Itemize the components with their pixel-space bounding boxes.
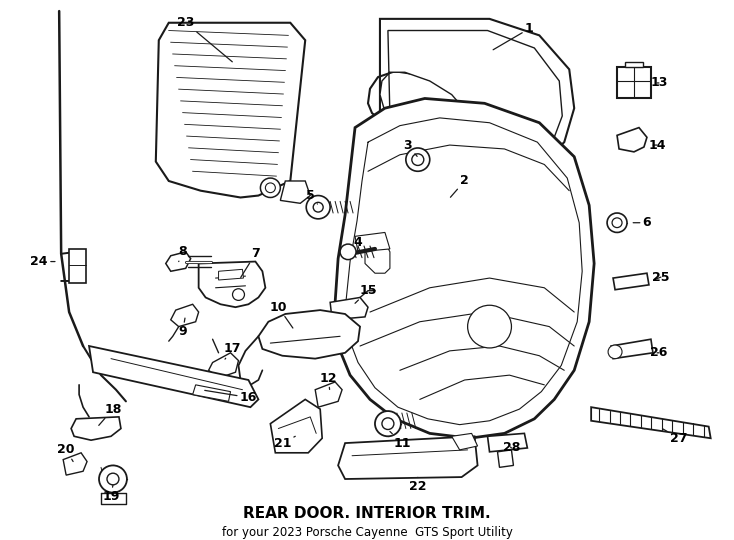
Polygon shape (355, 232, 390, 252)
Text: 22: 22 (409, 477, 426, 493)
Polygon shape (270, 400, 322, 453)
Polygon shape (219, 269, 244, 280)
Polygon shape (613, 273, 649, 290)
Polygon shape (625, 62, 643, 68)
Text: 6: 6 (633, 216, 651, 229)
Polygon shape (89, 346, 258, 407)
Text: 1: 1 (493, 22, 534, 50)
Circle shape (99, 465, 127, 492)
Circle shape (233, 289, 244, 300)
Polygon shape (368, 19, 574, 166)
Text: 5: 5 (306, 189, 318, 204)
Circle shape (607, 213, 627, 232)
Polygon shape (591, 407, 711, 438)
Polygon shape (380, 31, 562, 161)
Text: REAR DOOR. INTERIOR TRIM.: REAR DOOR. INTERIOR TRIM. (243, 507, 491, 522)
Polygon shape (258, 310, 360, 359)
Polygon shape (171, 304, 199, 327)
Text: 7: 7 (241, 247, 260, 278)
Polygon shape (611, 339, 653, 359)
Text: 10: 10 (269, 301, 293, 328)
Text: 27: 27 (663, 429, 688, 445)
Text: 2: 2 (451, 174, 469, 197)
Circle shape (382, 418, 394, 429)
Text: 4: 4 (354, 235, 363, 254)
Text: 18: 18 (99, 403, 122, 426)
Polygon shape (69, 249, 86, 283)
Polygon shape (192, 385, 230, 401)
Polygon shape (208, 353, 239, 378)
Circle shape (608, 345, 622, 359)
Circle shape (412, 154, 424, 165)
Text: 19: 19 (102, 485, 120, 503)
Circle shape (406, 148, 430, 171)
Text: 14: 14 (648, 139, 666, 152)
Polygon shape (71, 417, 121, 440)
Polygon shape (315, 382, 342, 407)
Circle shape (313, 202, 323, 212)
Circle shape (261, 178, 280, 198)
Text: 13: 13 (650, 77, 668, 90)
Text: 12: 12 (319, 372, 337, 389)
Polygon shape (335, 98, 594, 438)
Text: 3: 3 (404, 139, 417, 157)
Text: 21: 21 (274, 436, 295, 450)
Text: for your 2023 Porsche Cayenne  GTS Sport Utility: for your 2023 Porsche Cayenne GTS Sport … (222, 525, 512, 538)
Polygon shape (487, 434, 528, 452)
Polygon shape (451, 434, 478, 450)
Text: 15: 15 (355, 284, 377, 303)
Polygon shape (199, 261, 266, 307)
Circle shape (306, 195, 330, 219)
Polygon shape (63, 453, 87, 475)
Circle shape (340, 244, 356, 260)
Text: 23: 23 (177, 16, 232, 62)
Polygon shape (280, 181, 310, 204)
Text: 16: 16 (205, 390, 257, 404)
Text: 25: 25 (652, 271, 669, 284)
Text: 8: 8 (178, 245, 187, 261)
Polygon shape (338, 436, 478, 479)
Polygon shape (498, 450, 514, 467)
Polygon shape (166, 252, 191, 271)
Circle shape (375, 411, 401, 436)
Text: 28: 28 (503, 441, 520, 455)
Polygon shape (617, 68, 651, 98)
Text: 17: 17 (224, 342, 241, 359)
Circle shape (468, 305, 512, 348)
Polygon shape (330, 298, 368, 320)
Circle shape (266, 183, 275, 193)
Circle shape (612, 218, 622, 227)
Polygon shape (617, 127, 647, 152)
Text: 9: 9 (178, 318, 187, 338)
Text: 26: 26 (650, 346, 668, 359)
Text: 24: 24 (31, 255, 55, 268)
Polygon shape (156, 23, 305, 198)
Text: 20: 20 (57, 443, 75, 462)
Text: 11: 11 (390, 431, 410, 450)
Circle shape (107, 473, 119, 485)
